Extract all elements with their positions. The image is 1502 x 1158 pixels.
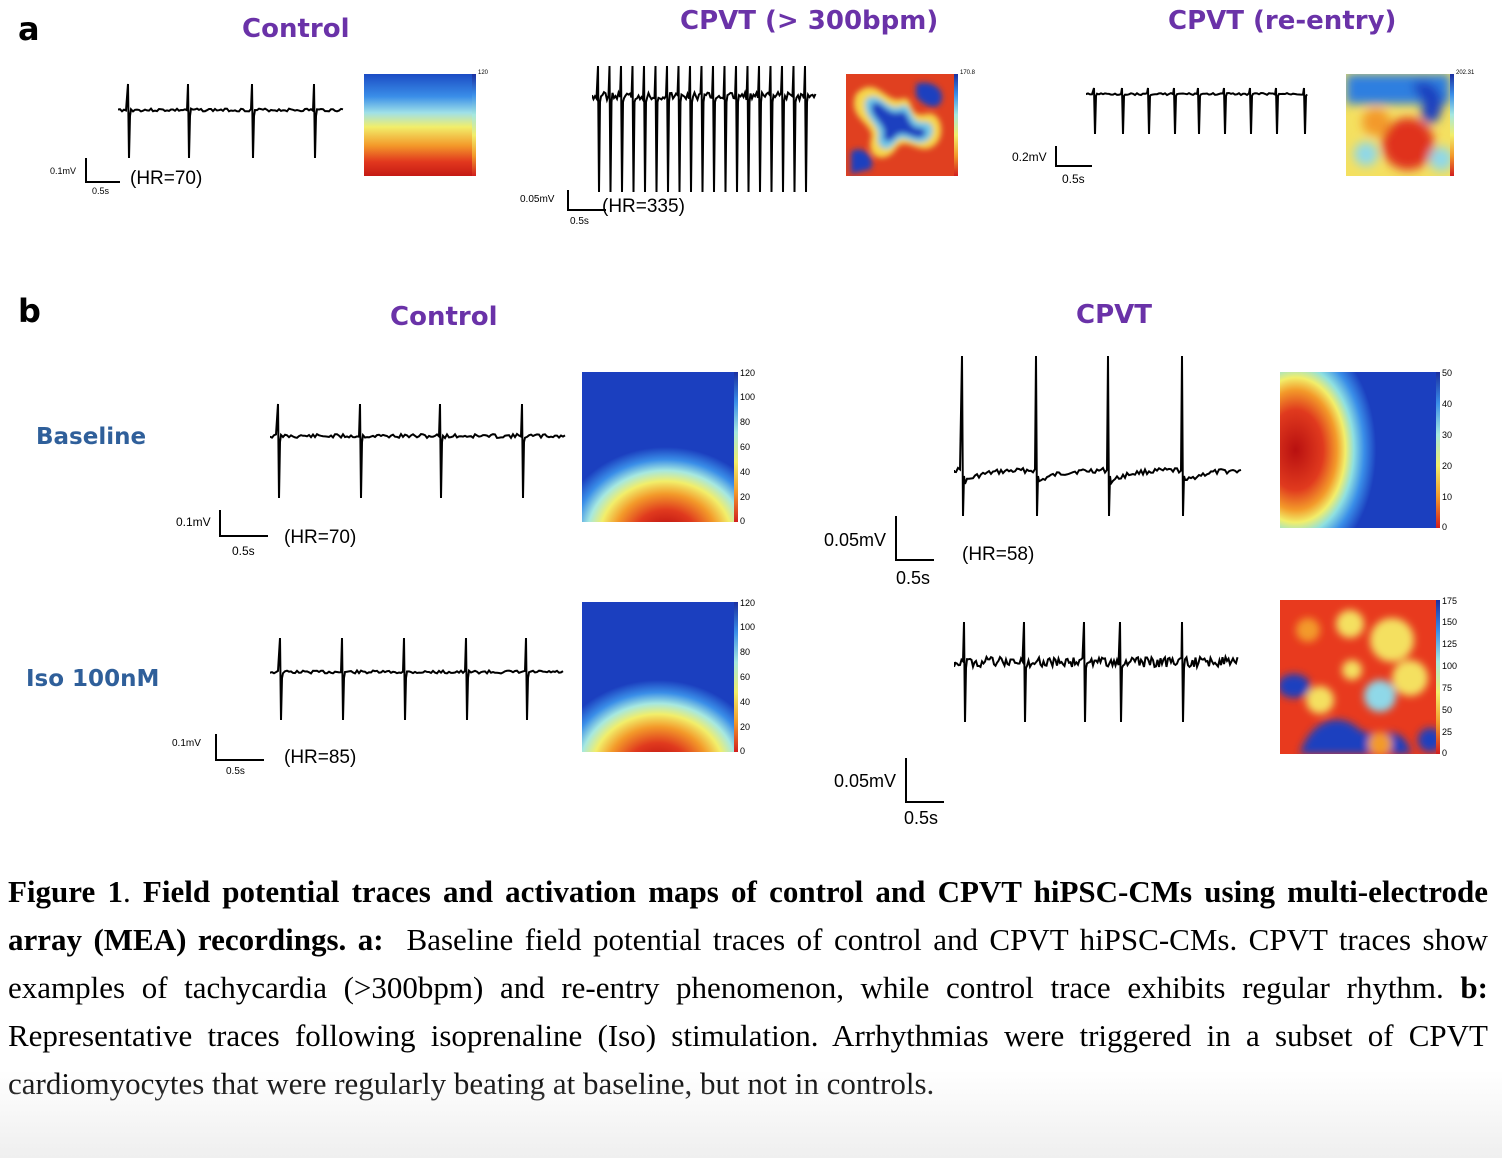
cpvt-baseline-scale-t: 0.5s [896, 568, 931, 588]
tick: 80 [740, 647, 751, 657]
control-baseline-activation-map [582, 372, 734, 522]
control-iso-scale-t: 0.5s [226, 766, 245, 777]
panel-a-cpvt-reentry-scale-v: 0.2mV [1012, 150, 1047, 164]
tick: 100 [740, 392, 756, 402]
tick: 20 [740, 722, 751, 732]
panel-a-cpvt-reentry-trace [1086, 87, 1308, 135]
tick: 150 [1442, 617, 1458, 627]
tick: 0 [1442, 522, 1448, 532]
panel-a-label: a [18, 10, 40, 48]
cpvt-baseline-activation-map [1280, 372, 1436, 528]
control-iso-colorbar [734, 602, 738, 752]
tick: 75 [1442, 683, 1453, 693]
tick: 40 [740, 697, 751, 707]
cpvt-baseline-colorbar [1436, 372, 1440, 528]
panel-a-cpvt-reentry-scale-t: 0.5s [1062, 172, 1085, 186]
tick: 100 [1442, 661, 1458, 671]
tick: 120 [740, 368, 756, 378]
tick: 0 [740, 746, 746, 756]
panel-a-control-scale-v: 0.1mV [50, 166, 77, 176]
panel-a-control-title: Control [242, 14, 350, 44]
control-iso-scale-v: 0.1mV [172, 738, 201, 749]
panel-a-control-scale-t: 0.5s [92, 186, 110, 196]
tick: 100 [740, 622, 756, 632]
tick: 50 [1442, 705, 1453, 715]
panel-a-cpvt-tachy-colorbar [954, 74, 958, 176]
figure-caption: Figure 1. Field potential traces and act… [8, 874, 1489, 1101]
cpvt-iso-activation-map [1280, 600, 1436, 754]
panel-b-cpvt-title: CPVT [1076, 300, 1152, 330]
control-baseline-scale-v: 0.1mV [176, 515, 211, 529]
panel-a-control-activation-map [364, 74, 472, 176]
cpvt-iso-trace [954, 621, 1239, 723]
panel-a-cpvt-tachy-scale-t: 0.5s [570, 216, 589, 227]
panel-a-cpvt-tachy-scale-v: 0.05mV [520, 194, 555, 205]
tick: 60 [740, 672, 751, 682]
tick: 40 [740, 467, 751, 477]
panel-a-control-colorbar-max: 120 [478, 70, 489, 76]
tick: 80 [740, 417, 751, 427]
tick: 175 [1442, 596, 1458, 606]
panel-a-control-trace [118, 83, 344, 159]
panel-a-cpvt-reentry-colorbar-max: 202.31 [1456, 70, 1475, 76]
control-baseline-colorbar [734, 372, 738, 522]
cpvt-baseline-scalebar [895, 516, 934, 561]
control-baseline-scalebar [219, 510, 268, 537]
caption-a-text: Baseline field potential traces of contr… [8, 922, 1489, 1005]
panel-a-cpvt-tachy-hr: (HR=335) [602, 196, 685, 217]
caption-bold-title: Field potential traces and activation ma… [8, 874, 1488, 957]
panel-a-cpvt-tachy-trace [592, 65, 817, 193]
panel-a-cpvt-tachy-scalebar [567, 190, 606, 211]
control-iso-activation-map [582, 602, 734, 752]
panel-a-cpvt-reentry-scalebar [1055, 146, 1092, 167]
tick: 125 [1442, 639, 1458, 649]
cpvt-iso-scale-v: 0.05mV [834, 771, 897, 791]
tick: 60 [740, 442, 751, 452]
panel-a-control-hr: (HR=70) [130, 168, 203, 189]
panel-b-label: b [18, 292, 41, 330]
cpvt-baseline-trace [954, 355, 1242, 517]
cpvt-baseline-hr: (HR=58) [962, 544, 1035, 565]
panel-a-control-colorbar [472, 74, 476, 176]
row-label-baseline: Baseline [36, 424, 147, 450]
control-iso-trace [270, 637, 564, 721]
caption-b-text: Representative traces following isoprena… [8, 1018, 1488, 1101]
panel-a-cpvt-reentry-title: CPVT (re-entry) [1168, 6, 1397, 36]
control-baseline-trace [270, 403, 566, 499]
panel-a-cpvt-tachy-activation-map [846, 74, 954, 176]
tick: 30 [1442, 430, 1453, 440]
cpvt-baseline-scale-v: 0.05mV [824, 530, 887, 550]
panel-b-control-title: Control [390, 302, 498, 332]
panel-a-cpvt-reentry-colorbar [1450, 74, 1454, 176]
panel-a-cpvt-tachy-colorbar-max: 170.8 [960, 70, 976, 76]
tick: 20 [740, 492, 751, 502]
caption-a-label: a: [357, 922, 384, 957]
tick: 20 [1442, 461, 1453, 471]
caption-b-label: b: [1460, 970, 1488, 1005]
tick: 10 [1442, 492, 1453, 502]
caption-figure-label: Figure 1 [8, 874, 123, 909]
control-baseline-hr: (HR=70) [284, 527, 357, 548]
tick: 40 [1442, 399, 1453, 409]
cpvt-iso-scalebar [905, 758, 944, 803]
tick: 0 [1442, 748, 1448, 758]
tick: 50 [1442, 368, 1453, 378]
cpvt-iso-scale-t: 0.5s [904, 808, 939, 828]
control-baseline-scale-t: 0.5s [232, 544, 255, 558]
panel-a-cpvt-tachy-title: CPVT (> 300bpm) [680, 6, 939, 36]
tick: 120 [740, 598, 756, 608]
cpvt-iso-colorbar [1436, 600, 1440, 754]
panel-a-cpvt-reentry-activation-map [1346, 74, 1450, 176]
tick: 0 [740, 516, 746, 526]
control-iso-scalebar [215, 734, 264, 761]
control-iso-hr: (HR=85) [284, 747, 357, 768]
row-label-iso: Iso 100nM [26, 666, 160, 692]
panel-a-control-scalebar [85, 158, 120, 183]
tick: 25 [1442, 727, 1453, 737]
